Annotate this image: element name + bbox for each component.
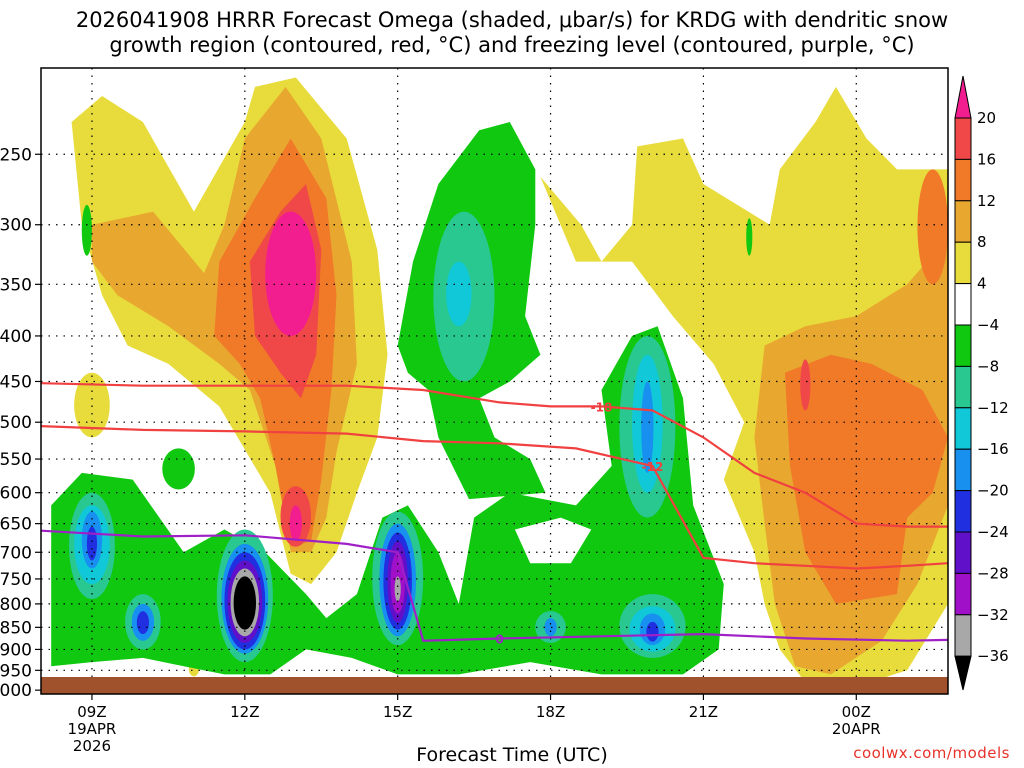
colorbar-label: 20 [977,109,996,127]
colorbar-label: −4 [977,316,999,334]
colorbar-swatch [954,531,972,574]
y-tick-label: 350 [0,275,32,295]
y-tick-label: 850 [0,618,32,638]
y-tick-label: 500 [0,413,32,433]
colorbar-top-arrow [954,75,972,119]
x-tick-label: 21Z [689,703,718,721]
chart-title-line2: growth region (contoured, red, °C) and f… [109,33,915,57]
y-tick-label: 950 [0,661,32,681]
sinking-cell-small [74,372,110,438]
x-axis-title: Forecast Time (UTC) [416,744,608,766]
colorbar-swatch [954,200,972,243]
y-tick-label: 1000 [0,681,32,701]
sinking-12-east [784,354,948,604]
rising-24 [86,526,98,561]
colorbar-label: −28 [977,564,1009,582]
contour-label: -18 [591,400,613,414]
y-tick-label: 900 [0,640,32,660]
contour-line [41,425,948,570]
ground-terrain [41,677,948,694]
colorbar-label: −16 [977,440,1009,458]
x-tick-date: 19APR [68,720,117,738]
sinking-16-east [800,359,811,411]
y-axis: 2503003504004505005506006507007508008509… [0,145,41,701]
y-tick-label: 600 [0,484,32,504]
chart-title-line1: 2026041908 HRRR Forecast Omega (shaded, … [75,8,949,32]
sinking-20-core [265,211,317,336]
rising-24 [136,611,150,635]
colorbar-bottom-arrow [954,655,972,691]
x-tick-label: 09Z [77,703,106,721]
rising-20-mid [641,381,654,473]
neutral-pocket [514,517,592,564]
colorbar-label: −32 [977,606,1009,624]
colorbar-label: −8 [977,357,999,375]
contour-line [41,529,948,642]
colorbar-swatch [954,572,972,616]
y-tick-label: 650 [0,515,32,535]
contour-label: -12 [642,460,664,474]
colorbar-swatch [954,407,972,450]
y-tick-label: 750 [0,570,32,590]
source-credit[interactable]: coolwx.com/models [853,744,1010,762]
colorbar-swatch [954,490,972,533]
colorbar-label: 16 [977,150,996,168]
x-tick-label: 00Z [842,703,871,721]
rising-cell-small [746,218,753,256]
contour-line [41,382,948,528]
colorbar: 20 16 12 8 4 −4 −8 −12 −16 −20 −24 −28 −32 −36 [954,75,1009,691]
x-tick-year: 2026 [73,737,111,755]
colorbar-swatch [954,241,972,285]
temperature-contours: -18 -12 0 [41,382,948,647]
y-tick-label: 300 [0,216,32,236]
rising-36-12z [233,576,257,630]
colorbar-swatch [954,614,972,657]
colorbar-label: 4 [977,275,987,293]
colorbar-swatch [954,324,972,367]
rising-32-15z-core [394,576,401,602]
y-tick-label: 800 [0,595,32,615]
y-tick-label: 700 [0,543,32,563]
colorbar-swatch [954,365,972,409]
y-tick-label: 550 [0,450,32,470]
y-tick-label: 450 [0,372,32,392]
rising-cell-small [81,204,92,256]
rising-cell-small [162,448,195,490]
colorbar-label: 8 [977,233,987,251]
rising-20-18z [544,618,557,637]
colorbar-swatch [954,283,972,326]
sinking-20-lower [289,505,302,542]
x-tick-label: 12Z [230,703,259,721]
x-tick-label: 18Z [536,703,565,721]
colorbar-swatch [954,448,972,492]
colorbar-label: 12 [977,192,996,210]
y-tick-label: 250 [0,145,32,165]
colorbar-label: −20 [977,482,1009,500]
y-tick-label: 400 [0,327,32,347]
colorbar-label: −36 [977,647,1009,665]
rising-16-upper [446,261,472,327]
sinking-12-ne [917,169,948,285]
contour-label: 0 [495,633,503,647]
x-tick-label: 15Z [383,703,412,721]
colorbar-swatch [954,158,972,202]
colorbar-swatch [954,117,972,160]
colorbar-label: −12 [977,399,1009,417]
colorbar-label: −24 [977,523,1009,541]
rising-24-20z [646,621,659,642]
x-tick-date: 20APR [832,720,881,738]
